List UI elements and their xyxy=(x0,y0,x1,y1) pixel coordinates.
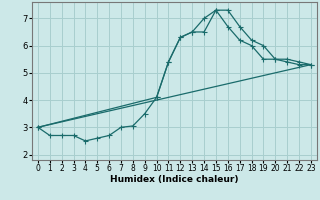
X-axis label: Humidex (Indice chaleur): Humidex (Indice chaleur) xyxy=(110,175,239,184)
